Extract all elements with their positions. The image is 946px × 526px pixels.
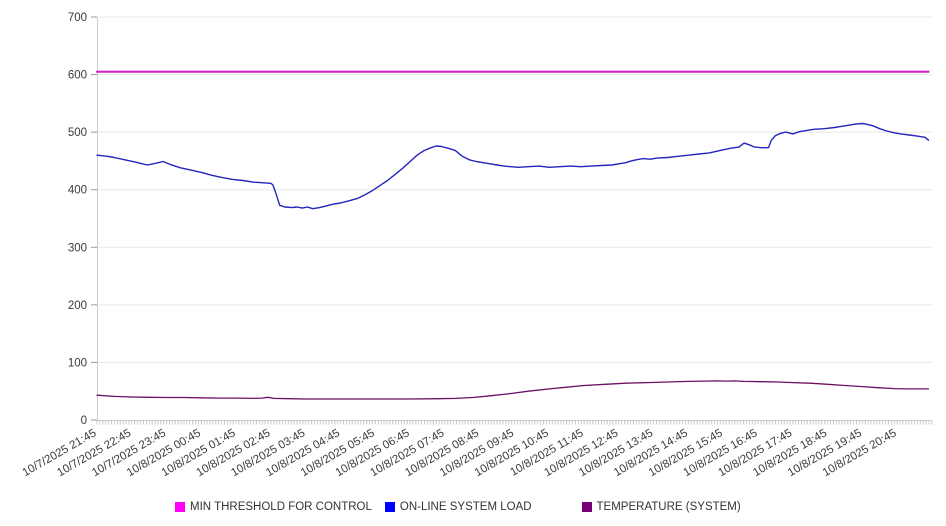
legend-item-min-threshold[interactable]: MIN THRESHOLD FOR CONTROL (175, 501, 372, 513)
y-tick-label: 600 (68, 70, 87, 82)
y-tick-label: 100 (68, 357, 87, 369)
y-tick-label: 700 (68, 12, 87, 24)
legend-label: ON-LINE SYSTEM LOAD (399, 501, 532, 513)
legend-item-online-system-load[interactable]: ON-LINE SYSTEM LOAD (384, 501, 532, 513)
legend-label: TEMPERATURE (SYSTEM) (596, 501, 741, 513)
y-tick-label: 300 (68, 242, 87, 254)
y-tick-label: 0 (81, 415, 87, 427)
series-temperature-system- (96, 380, 930, 400)
series-on-line-system-load (96, 122, 930, 210)
temperature-system-swatch-icon (581, 502, 592, 512)
y-tick-label: 500 (68, 127, 87, 139)
chart-legend: MIN THRESHOLD FOR CONTROL ON-LINE SYSTEM… (0, 495, 946, 519)
min-threshold-swatch-icon (175, 502, 185, 512)
y-tick-label: 200 (68, 300, 87, 312)
legend-item-temperature-system[interactable]: TEMPERATURE (SYSTEM) (581, 501, 741, 513)
line-chart: 0 100 200 300 400 500 600 700 10/7/2025 21:45 10/… (20, 12, 933, 479)
online-system-load-swatch-icon (384, 502, 395, 512)
legend-label: MIN THRESHOLD FOR CONTROL (190, 501, 372, 513)
y-tick-label: 400 (68, 185, 87, 197)
